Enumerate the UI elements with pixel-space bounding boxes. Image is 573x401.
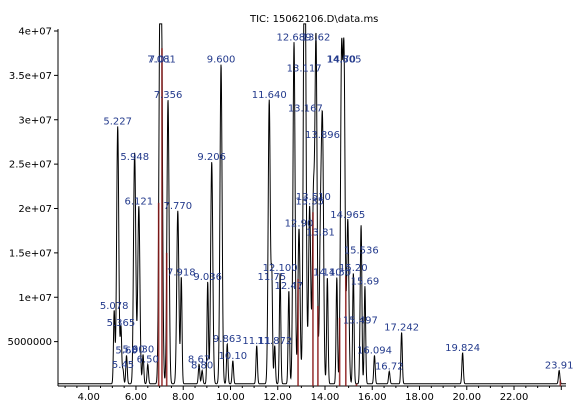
peak-label: 23.91	[545, 361, 573, 372]
peak-label: 5.227	[103, 117, 132, 128]
peak-label: 15.497	[343, 315, 378, 326]
x-tick-label: 18.00	[405, 392, 434, 401]
peak-label: 5.90	[122, 345, 144, 356]
peak-label: 11.640	[252, 90, 287, 101]
peak-label: 8.80	[191, 361, 213, 372]
peak-label: 7.356	[154, 90, 183, 101]
peak-label: 14.805	[327, 55, 362, 66]
y-tick-label: 1.5e+07	[9, 248, 52, 259]
peak-label: 13.510	[296, 192, 331, 203]
peak-label: 15.69	[351, 276, 380, 287]
peak-label: 11.75	[258, 272, 287, 283]
peak-label: 13.117	[287, 63, 322, 74]
peak-label: 7.01	[149, 55, 171, 66]
y-tick-label: 4e+07	[18, 27, 52, 38]
peak-label: 13.167	[288, 103, 323, 114]
x-tick-label: 12.00	[263, 392, 292, 401]
peak-label: 5.078	[100, 301, 129, 312]
peak-label: 19.824	[445, 343, 480, 354]
y-tick-label: 3.5e+07	[9, 71, 52, 82]
x-tick-label: 6.00	[125, 392, 147, 401]
peak-label: 13.896	[305, 130, 340, 141]
y-tick-label: 3e+07	[18, 115, 52, 126]
peak-label: 8.67	[188, 354, 210, 365]
peak-label: 6.121	[125, 197, 154, 208]
peak-label: 7.081	[147, 55, 176, 66]
peak-label: 7.918	[167, 268, 196, 279]
peak-label: 6.50	[137, 354, 159, 365]
y-tick-label: 5000000	[7, 337, 52, 348]
y-tick-label: 2.5e+07	[9, 160, 52, 171]
peak-label: 14.965	[330, 210, 365, 221]
peak-label: 9.206	[197, 152, 226, 163]
y-tick-label: 1e+07	[18, 293, 52, 304]
peak-label: 7.770	[163, 201, 192, 212]
peak-label: 5.45	[112, 360, 134, 371]
peak-label: 14.70	[327, 55, 356, 66]
tic-trace	[58, 23, 566, 385]
peak-label: 14.10	[313, 268, 342, 279]
peak-label: 5.365	[107, 318, 136, 329]
peak-label: 13.81	[306, 228, 335, 239]
peak-label: 16.72	[375, 362, 404, 373]
peak-label: 12.689	[277, 32, 312, 43]
x-tick-label: 4.00	[78, 392, 100, 401]
peak-label: 16.094	[357, 346, 392, 357]
peak-label: 15.20	[339, 263, 368, 274]
peak-label: 9.036	[193, 272, 222, 283]
peak-label-layer: 5.227 5.078 5.365 5.605.90 5.45 5.948 6.121 6.3…	[100, 32, 573, 372]
peak-label: 12.90	[285, 219, 314, 230]
x-tick-label: 16.00	[358, 392, 387, 401]
x-tick-label: 10.00	[216, 392, 245, 401]
peak-label: 5.948	[120, 152, 149, 163]
x-tick-label: 20.00	[452, 392, 481, 401]
axes-layer: 5000000 1e+07 1.5e+07 2e+07 2.5e+07 3e+07 3.5e…	[7, 27, 566, 401]
peak-label: 15.536	[344, 245, 379, 256]
peak-label: 9.863	[213, 334, 242, 345]
trace-layer	[58, 23, 566, 386]
chart-title: TIC: 15062106.D\data.ms	[249, 14, 378, 25]
peak-label: 5.60	[115, 346, 137, 357]
x-tick-label: 14.00	[311, 392, 340, 401]
peak-label: 12.47	[275, 281, 304, 292]
peak-label: 13.35	[295, 197, 324, 208]
peak-label: 9.600	[207, 55, 236, 66]
peak-label: 11.872	[257, 336, 292, 347]
peak-label: 12.100	[263, 263, 298, 274]
peak-label: 6.30	[132, 345, 154, 356]
peak-label: 10.10	[219, 351, 248, 362]
y-tick-label: 2e+07	[18, 204, 52, 215]
peak-label: 17.242	[384, 323, 419, 334]
x-tick-label: 22.00	[500, 392, 529, 401]
peak-label: 11.11	[242, 336, 271, 347]
peak-label: 14.50	[322, 268, 351, 279]
x-tick-label: 8.00	[172, 392, 194, 401]
peak-label: 13.62	[302, 32, 331, 43]
